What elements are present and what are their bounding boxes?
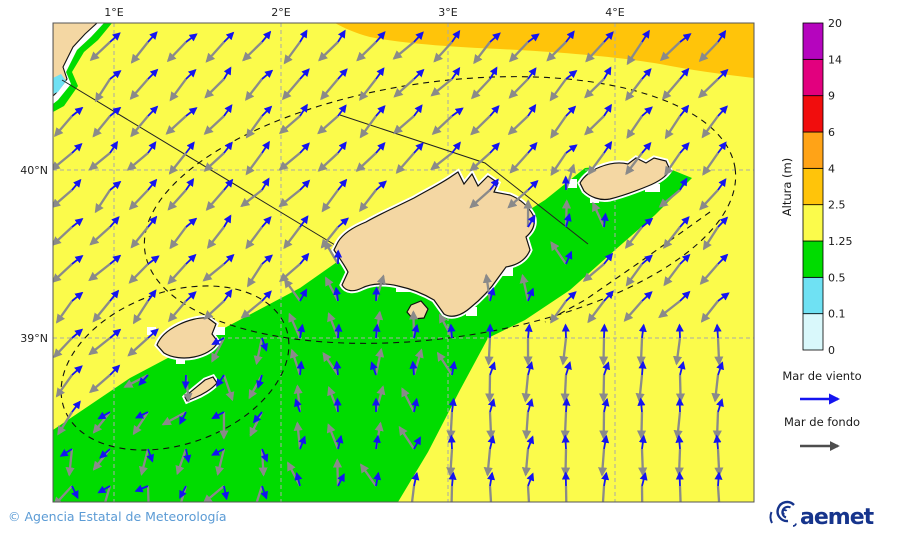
aemet-logo-text: aemet [800, 505, 875, 530]
wind-arrow [376, 288, 377, 301]
swell-arrow [565, 412, 566, 438]
swell-arrow [337, 460, 338, 486]
wind-arrow [338, 325, 339, 338]
colorbar-tick-label: 4 [828, 162, 835, 175]
swell-arrow [642, 449, 643, 475]
colorbar-segment [803, 314, 823, 350]
swell-arrow [679, 449, 680, 475]
swell-arrow [603, 338, 604, 364]
colorbar-segment [803, 96, 823, 132]
wind-arrow [451, 325, 452, 338]
y-tick-label: 40°N [20, 164, 48, 177]
wind-arrow [337, 399, 338, 412]
swell-arrow [680, 375, 681, 401]
swell-arrow [451, 412, 452, 438]
wind-arrow [566, 399, 567, 412]
aemet-swirl-icon [771, 502, 796, 526]
x-tick-label: 4°E [605, 6, 624, 19]
wind-legend-label: Mar de viento [782, 369, 861, 383]
colorbar-tick-label: 6 [828, 126, 835, 139]
wind-arrow [642, 362, 643, 375]
colorbar: 0 0.1 0.5 1.25 2.5 4 6 9 14 20 [803, 17, 853, 357]
map-sea-layers [38, 23, 754, 512]
x-tick-label: 2°E [271, 6, 290, 19]
colorbar-segment [803, 168, 823, 204]
arrow-legend: Mar de viento Mar de fondo [782, 369, 861, 446]
swell-arrow [413, 312, 414, 338]
colorbar-segment [803, 205, 823, 241]
wind-arrow [300, 362, 301, 375]
swell-arrow [528, 486, 530, 512]
swell-arrow [565, 375, 566, 401]
swell-arrow [641, 412, 642, 438]
colorbar-tick-label: 0 [828, 344, 835, 357]
swell-arrow [603, 375, 604, 401]
x-tick-label: 3°E [438, 6, 457, 19]
wind-arrow [717, 436, 718, 449]
colorbar-tick-label: 0.1 [828, 308, 846, 321]
swell-arrow [680, 486, 681, 512]
colorbar-segment [803, 132, 823, 168]
x-tick-label: 1°E [104, 6, 123, 19]
wind-arrow [679, 436, 680, 449]
swell-arrow [490, 486, 492, 512]
wind-arrow [452, 473, 453, 486]
swell-arrow [641, 338, 642, 364]
colorbar-segment [803, 23, 823, 59]
colorbar-tick-label: 1.25 [828, 235, 853, 248]
wind-arrow [413, 362, 414, 375]
wind-arrow [376, 325, 377, 338]
colorbar-tick-label: 20 [828, 17, 842, 30]
colorbar-tick-label: 9 [828, 90, 835, 103]
swell-arrow [718, 449, 719, 475]
swell-legend-label: Mar de fondo [784, 415, 860, 429]
swell-arrow [718, 338, 719, 364]
swell-arrow [602, 486, 604, 512]
colorbar-segment [803, 59, 823, 95]
colorbar-segment [803, 241, 823, 277]
swell-arrow [717, 412, 718, 438]
colorbar-segment [803, 277, 823, 313]
swell-arrow [451, 486, 452, 512]
wind-arrow [641, 399, 642, 412]
wind-arrow [717, 325, 718, 338]
colorbar-tick-label: 14 [828, 53, 842, 66]
wind-arrow [565, 436, 566, 449]
y-tick-label: 39°N [20, 332, 48, 345]
aemet-logo: aemet [771, 502, 875, 530]
colorbar-title: Altura (m) [780, 158, 794, 216]
colorbar-tick-label: 2.5 [828, 199, 846, 212]
copyright-text: © Agencia Estatal de Meteorología [8, 509, 227, 524]
swell-arrow [565, 449, 566, 475]
wind-arrow [185, 375, 186, 388]
swell-arrow [489, 338, 490, 364]
wind-arrow [451, 436, 452, 449]
wind-arrow [718, 473, 719, 486]
wind-arrow [337, 362, 338, 375]
colorbar-tick-label: 0.5 [828, 271, 846, 284]
swell-arrow [490, 412, 491, 438]
